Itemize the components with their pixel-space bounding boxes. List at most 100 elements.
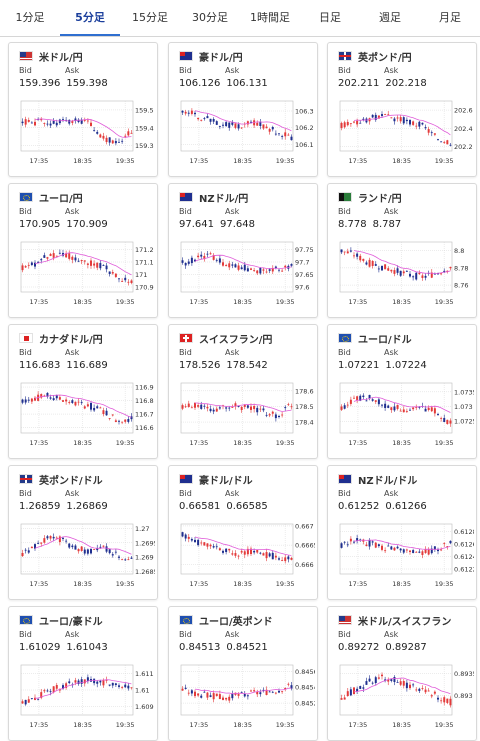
candle-body	[40, 118, 43, 121]
rate-card[interactable]: NZドル/円 Bid Ask 97.641 97.648 97.75 97.7 97.65 97…	[168, 183, 318, 318]
x-tick-label: 19:35	[276, 298, 295, 306]
candle-body	[225, 697, 228, 700]
tab-2[interactable]: 5分足	[60, 0, 120, 36]
pair-name-link[interactable]: 豪ドル/円	[199, 52, 243, 64]
tab-8[interactable]: 月足	[439, 11, 461, 24]
candle-body	[130, 280, 133, 283]
candle-body	[74, 680, 77, 683]
x-tick-label: 17:35	[190, 298, 209, 306]
mini-candlestick-chart[interactable]: 0.6128 0.6126 0.6124 0.6122 17:35 18:35 19:35	[334, 520, 474, 592]
bid-ask-values: 0.89272 0.89287	[338, 642, 433, 653]
pair-name-link[interactable]: ユーロ/豪ドル	[39, 616, 103, 628]
pair-name-link[interactable]: ランド/円	[358, 193, 402, 205]
candle-body	[43, 690, 46, 692]
pair-name-link[interactable]: カナダドル/円	[39, 334, 103, 346]
x-tick-label: 19:35	[435, 580, 454, 588]
rate-card[interactable]: ユーロ/ドルBidAsk1.072211.072241.07351.0731.0…	[327, 324, 477, 459]
ask-value: 0.66585	[226, 501, 268, 512]
tab-1[interactable]: 1分足	[15, 11, 45, 24]
candle-body	[114, 420, 117, 422]
mini-candlestick-chart[interactable]: 0.667 0.6665 0.666 17:35 18:35 19:35	[175, 520, 315, 592]
rate-card[interactable]: カナダドル/円 Bid Ask 116.683 116.689 116.9 116.8 116…	[8, 324, 158, 459]
pair-name-link[interactable]: 豪ドル/ドル	[199, 475, 253, 487]
rate-card[interactable]: ユーロ/英ポンド Bid Ask 0.84513 0.84521 0.8456 0.8454…	[168, 606, 318, 741]
mini-candlestick-chart[interactable]: 1.611 1.61 1.609 17:35 18:35 19:35	[15, 661, 155, 733]
mini-candlestick-chart[interactable]: 0.8935 0.893 17:35 18:35 19:35	[334, 661, 474, 733]
rate-card[interactable]: 英ポンド/ドルBidAsk1.268591.268691.271.26951.2…	[8, 465, 158, 600]
candle-body	[124, 419, 127, 422]
pair-name-link[interactable]: ユーロ/円	[39, 193, 83, 205]
candle-body	[118, 420, 120, 422]
candle-body	[124, 559, 127, 561]
pair-name-link[interactable]: 英ポンド/ドル	[39, 475, 103, 487]
mini-candlestick-chart[interactable]: 178.6 178.5 178.4 17:35 18:35 19:35	[175, 379, 315, 451]
candle-body	[212, 693, 215, 700]
rate-card[interactable]: 豪ドル/ドルBidAsk0.665810.665850.6670.66650.6…	[168, 465, 318, 600]
rate-card[interactable]: 米ドル/円 Bid Ask 159.396 159.398 159.5 159.4 159.3…	[8, 42, 158, 177]
mini-candlestick-chart[interactable]: 116.9 116.8 116.7 116.6 17:35 18:35 19:35	[15, 379, 155, 451]
candle-body	[71, 256, 74, 260]
candle-body	[390, 269, 393, 272]
candle-body	[368, 678, 371, 682]
rate-card[interactable]: スイスフラン/円 Bid Ask 178.526 178.542 178.6 178.5 17…	[168, 324, 318, 459]
candle-body	[430, 407, 433, 412]
candle-body	[402, 549, 405, 553]
candle-body	[281, 270, 284, 272]
rate-card[interactable]: NZドル/ドルBidAsk0.612520.612660.61280.61260…	[327, 465, 477, 600]
pair-name-link[interactable]: NZドル/円	[199, 193, 249, 205]
pair-name-link[interactable]: 英ポンド/円	[358, 52, 412, 64]
pair-name-link[interactable]: NZドル/ドル	[358, 475, 418, 487]
pair-name-link[interactable]: ユーロ/ドル	[358, 334, 412, 346]
pair-name-link[interactable]: スイスフラン/円	[199, 334, 273, 346]
rate-card[interactable]: ユーロ/円 Bid Ask 170.905 170.909 171.2 171.1 171 17…	[8, 183, 158, 318]
mini-candlestick-chart[interactable]: 1.0735 1.073 1.0725 17:35 18:35 19:35	[334, 379, 474, 451]
candle-body	[284, 687, 287, 690]
mini-candlestick-chart[interactable]: 171.2 171.1 171 170.9 17:35 18:35 19:35	[15, 238, 155, 310]
rate-card[interactable]: 米ドル/スイスフランBidAsk0.892720.892870.89350.89…	[327, 606, 477, 741]
tab-4[interactable]: 30分足	[192, 11, 228, 24]
rate-card[interactable]: ランド/円 Bid Ask 8.778 8.787 8.8 8.78 8.76 17:35 18:…	[327, 183, 477, 318]
mini-candlestick-chart[interactable]: 97.75 97.7 97.65 97.6 17:35 18:35 19:35	[175, 238, 315, 310]
candle-body	[405, 682, 408, 689]
mini-candlestick-chart[interactable]: 0.8456 0.8454 0.8452 17:35 18:35 19:35	[175, 661, 315, 733]
pair-name-link[interactable]: 米ドル/円	[39, 52, 83, 64]
candle-body	[197, 117, 200, 120]
y-tick-label: 8.78	[454, 264, 468, 272]
rate-card[interactable]: 豪ドル/円 Bid Ask 106.126 106.131 106.3 106.2 106.1…	[168, 42, 318, 177]
y-tick-label: 116.8	[135, 397, 154, 405]
candle-body	[443, 270, 446, 273]
candle-body	[86, 263, 89, 265]
rate-card[interactable]: ユーロ/豪ドル Bid Ask 1.61029 1.61043 1.611 1.61 1.60…	[8, 606, 158, 741]
candle-body	[37, 699, 40, 701]
bid-ask-values: 202.211 202.218	[338, 78, 433, 89]
tab-7[interactable]: 週足	[379, 11, 401, 24]
mini-candlestick-chart[interactable]: 8.8 8.78 8.76 17:35 18:35 19:35	[334, 238, 474, 310]
x-tick-label: 17:35	[30, 580, 49, 588]
candle-body	[353, 541, 355, 543]
candle-body	[399, 681, 402, 685]
candle-body	[83, 679, 86, 684]
candle-body	[206, 116, 209, 119]
candle-body	[197, 693, 200, 696]
mini-candlestick-chart[interactable]: 106.3 106.2 106.1 17:35 18:35 19:35	[175, 97, 315, 169]
candle-body	[271, 268, 274, 272]
rate-card[interactable]: 英ポンド/円 Bid Ask 202.211 202.218 202.6 202.4 202.…	[327, 42, 477, 177]
ask-label: Ask	[384, 348, 399, 357]
mini-candlestick-chart[interactable]: 1.27 1.2695 1.269 1.2685 17:35 18:35 19:35	[15, 520, 155, 592]
candle-body	[49, 123, 52, 126]
mini-candlestick-chart[interactable]: 159.5 159.4 159.3 17:35 18:35 19:35	[15, 97, 155, 169]
candle-body	[415, 272, 418, 280]
candle-body	[399, 270, 402, 276]
candle-body	[215, 546, 218, 548]
tab-6[interactable]: 日足	[319, 11, 341, 24]
candle-body	[412, 550, 415, 553]
candle-body	[377, 399, 380, 405]
mini-candlestick-chart[interactable]: 202.6 202.4 202.2 17:35 18:35 19:35	[334, 97, 474, 169]
bid-ask-labels: Bid Ask	[338, 207, 430, 216]
tab-5[interactable]: 1時間足	[250, 11, 290, 24]
tab-3[interactable]: 15分足	[132, 11, 168, 24]
pair-name-link[interactable]: 米ドル/スイスフラン	[358, 616, 452, 628]
candle-body	[206, 543, 209, 547]
candle-body	[278, 269, 280, 271]
pair-name-link[interactable]: ユーロ/英ポンド	[199, 616, 273, 628]
